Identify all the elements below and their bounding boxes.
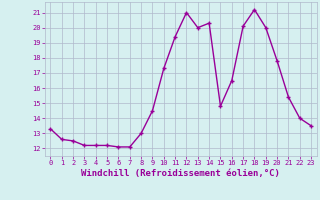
- X-axis label: Windchill (Refroidissement éolien,°C): Windchill (Refroidissement éolien,°C): [81, 169, 280, 178]
